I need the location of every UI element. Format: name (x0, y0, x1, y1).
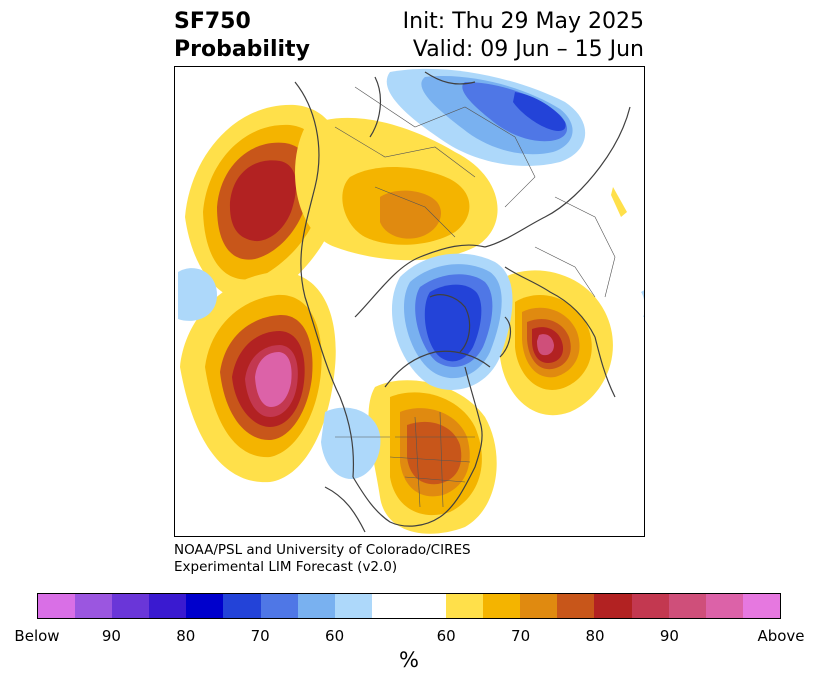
anomaly-western-us (321, 407, 381, 480)
colorbar-swatch-above-0 (446, 594, 484, 618)
date-info: Init: Thu 29 May 2025 Valid: 09 Jun – 15… (403, 8, 644, 64)
credit-line-1: NOAA/PSL and University of Colorado/CIRE… (174, 542, 471, 558)
credit-text: NOAA/PSL and University of Colorado/CIRE… (174, 542, 471, 576)
variable-label: SF750 (174, 9, 251, 34)
colorbar-tick-label: 70 (511, 627, 531, 645)
valid-range: Valid: 09 Jun – 15 Jun (412, 37, 644, 62)
anomaly-central-pacific (180, 271, 336, 483)
init-date: Init: Thu 29 May 2025 (402, 9, 644, 34)
colorbar (37, 593, 781, 619)
colorbar-swatch-above-5 (631, 594, 669, 618)
colorbar-tick-label: Below (14, 627, 60, 645)
colorbar-tick-label: 70 (250, 627, 270, 645)
forecast-map-svg (178, 68, 644, 534)
colorbar-swatch-neutral (371, 594, 447, 618)
colorbar-swatch-below-4 (186, 594, 224, 618)
colorbar-swatch-below-1 (75, 594, 113, 618)
colorbar-tick-label: Above (757, 627, 805, 645)
colorbar-tick-label: 80 (585, 627, 605, 645)
anomaly-north-atlantic (495, 270, 613, 416)
colorbar-swatch-below-6 (260, 594, 298, 618)
colorbar-swatch-below-7 (297, 594, 335, 618)
colorbar-tick-label: 90 (101, 627, 121, 645)
anomaly-east-yellow-spot (611, 187, 627, 217)
colorbar-unit: % (399, 648, 419, 672)
product-label: Probability (174, 37, 310, 62)
colorbar-tick-label: 80 (176, 627, 196, 645)
map-title: SF750 Probability (174, 8, 310, 64)
colorbar-tick-label: 60 (436, 627, 456, 645)
colorbar-tick-label: 60 (325, 627, 345, 645)
colorbar-swatch-below-0 (38, 594, 76, 618)
colorbar-swatch-below-3 (149, 594, 187, 618)
colorbar-swatch-below-8 (334, 594, 372, 618)
anomaly-siberia (386, 68, 586, 166)
colorbar-swatch-above-3 (557, 594, 595, 618)
coastlines (294, 71, 631, 533)
anomaly-greenland (391, 253, 513, 390)
colorbar-swatch-above-2 (520, 594, 558, 618)
colorbar-swatch-above-1 (483, 594, 521, 618)
anomaly-eastern-us (368, 380, 497, 534)
anomaly-east-edge (641, 290, 644, 317)
anomaly-northern-eurasia (295, 117, 498, 261)
colorbar-tick-label: 90 (659, 627, 679, 645)
colorbar-swatch-above-4 (594, 594, 632, 618)
colorbar-swatch-above-8 (742, 594, 780, 618)
country-borders (334, 86, 616, 508)
colorbar-swatch-above-6 (668, 594, 706, 618)
colorbar-swatch-above-7 (705, 594, 743, 618)
forecast-map (174, 66, 645, 537)
anomaly-pacific-edge (178, 268, 217, 321)
credit-line-2: Experimental LIM Forecast (v2.0) (174, 559, 398, 575)
colorbar-swatch-below-2 (112, 594, 150, 618)
colorbar-swatch-below-5 (223, 594, 261, 618)
